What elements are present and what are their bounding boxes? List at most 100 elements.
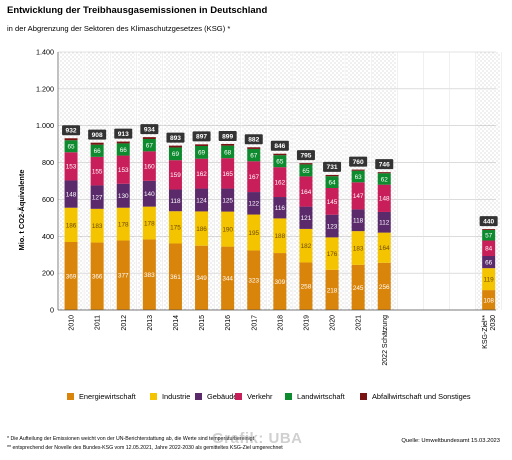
total-label-box [88,129,107,140]
bar-value-label: 377 [118,273,129,280]
legend-item: Landwirtschaft [285,392,345,401]
legend-swatch [150,393,157,400]
total-label: 897 [196,134,207,141]
x-tick-label: 2021 [356,315,363,331]
bar-value-label: 65 [302,168,310,175]
bar-value-label: 178 [144,220,155,227]
bar-segment [64,152,78,181]
total-label-box [479,216,498,227]
bar-segment [273,218,287,254]
bar-value-label: 123 [327,223,338,230]
bar-segment [351,209,365,232]
bar-segment [351,170,365,183]
legend-label: Landwirtschaft [297,392,345,401]
bar-value-label: 175 [170,225,181,232]
legend-swatch [195,393,202,400]
x-tick-label: 2022 Schätzung [382,315,389,366]
bar-segment [64,140,78,153]
total-label-box [192,131,211,142]
bar-segment [64,241,78,310]
bar-segment [247,192,261,215]
bar-value-label: 153 [118,167,129,174]
bar-value-label: 69 [198,150,206,157]
bar-value-label: 64 [328,180,336,187]
bar-value-label: 165 [222,171,233,178]
bar-segment [351,182,365,210]
bar-segment [273,253,287,310]
total-label: 908 [92,132,103,139]
bar-segment [142,180,156,207]
total-label: 899 [222,133,233,140]
bar-value-label: 344 [222,276,233,283]
bar-value-label: 66 [120,147,128,154]
legend-item: Verkehr [235,392,272,401]
bar-value-label: 258 [301,284,312,291]
bar-value-label: 112 [379,220,390,227]
bar-value-label: 349 [196,275,207,282]
bar-segment [64,180,78,208]
bar-segment [64,207,78,242]
total-label-box [349,156,368,167]
bar-value-label: 66 [485,259,493,266]
bar-segment [482,229,496,231]
bar-segment [168,147,182,161]
bar-value-label: 67 [146,143,154,150]
bar-value-label: 67 [250,153,258,160]
bar-segment [377,172,391,174]
bar-segment [247,147,261,149]
x-tick-label: 2030 [490,315,497,331]
source-note: Quelle: Umweltbundesamt 15.03.2023 [401,438,500,444]
bar-value-label: 130 [118,193,129,200]
bar-segment [273,153,287,156]
bar-segment [377,262,391,310]
bar-segment [195,145,209,159]
chart-subtitle: in der Abgrenzung der Sektoren des Klima… [7,24,231,33]
y-tick-label: 800 [42,158,54,167]
legend-label: Gebäude [207,392,238,401]
bar-segment [482,230,496,241]
bar-segment [273,155,287,168]
bar-value-label: 118 [353,218,364,225]
bar-value-label: 366 [92,274,103,281]
bar-segment [377,173,391,185]
legend-label: Industrie [162,392,191,401]
bar-segment [221,143,235,146]
bar-segment [325,237,339,270]
bar-value-label: 383 [144,272,155,279]
legend-label: Abfallwirtschaft und Sonstiges [372,392,471,401]
bar-value-label: 176 [327,251,338,258]
bar-value-label: 159 [170,172,181,179]
x-tick-label: 2011 [95,315,102,330]
bar-segment [116,155,130,184]
bar-segment [195,188,209,212]
bar-segment [221,188,235,212]
bar-segment [247,161,261,193]
legend-swatch [285,393,292,400]
bar-segment [351,231,365,265]
bar-value-label: 256 [379,284,390,291]
total-label-box [244,134,263,145]
x-tick-label: 2013 [147,315,154,331]
total-label-box [218,130,237,141]
bar-value-label: 147 [353,193,364,200]
total-label-box [114,128,133,139]
legend-swatch [67,393,74,400]
bar-value-label: 195 [248,230,259,237]
legend-item: Gebäude [195,392,237,401]
footnote-2: ** entsprechend der Novelle des Bundes-K… [7,445,283,451]
bar-segment [116,240,130,310]
total-label: 893 [170,135,181,142]
bar-segment [299,176,313,207]
y-tick-label: 0 [50,306,54,315]
legend-swatch [235,393,242,400]
bar-value-label: 183 [353,245,364,252]
bar-value-label: 183 [92,223,103,230]
bar-value-label: 145 [327,199,338,206]
bar-value-label: 140 [144,191,155,198]
y-axis-label: Mio. t CO2-Äquivalente [17,170,26,251]
legend-item: Abfallwirtschaft und Sonstiges [360,392,471,401]
bar-value-label: 167 [248,174,259,181]
watermark: Grafik: UBA [212,430,303,447]
bar-segment [482,256,496,269]
legend-label: Energiewirtschaft [79,392,136,401]
